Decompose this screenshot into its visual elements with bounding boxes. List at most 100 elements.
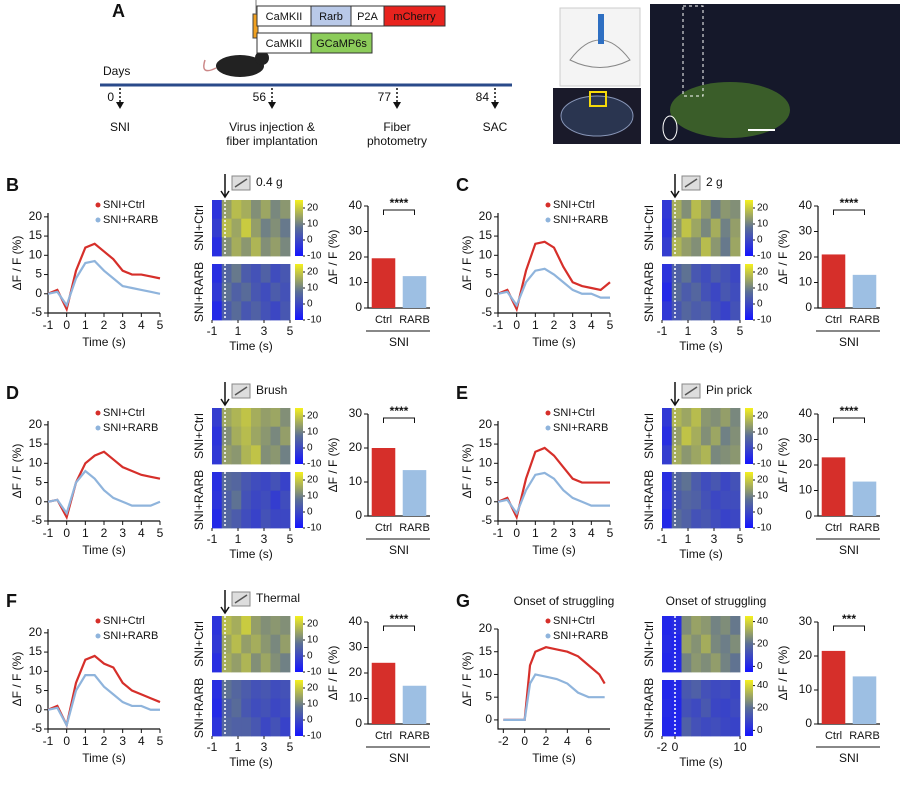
heatmap-cell <box>730 616 741 636</box>
heatmap-cell <box>730 282 741 302</box>
legend-label: SNI+Ctrl <box>103 199 145 211</box>
x-tick-label: 0 <box>63 526 70 540</box>
heatmap-cell <box>662 282 673 302</box>
row-group-label: SNI+Ctrl <box>642 205 656 251</box>
x-tick-label: Ctrl <box>375 314 392 326</box>
y-axis-label: ΔF / F (%) <box>460 652 474 707</box>
y-tick-label: 30 <box>799 614 813 628</box>
y-tick-label: 30 <box>349 406 363 420</box>
row-group-label: SNI+RARB <box>192 470 206 530</box>
heatmap-cell <box>662 408 673 428</box>
heatmap-cell <box>231 509 242 529</box>
heatmap-cell <box>231 218 242 238</box>
y-tick-label: 20 <box>479 209 493 223</box>
heatmap-cell <box>212 680 223 700</box>
heatmap-cell <box>241 680 252 700</box>
heatmap-cell <box>691 264 702 284</box>
heatmap-cell <box>241 282 252 302</box>
heatmap-cell <box>241 634 252 654</box>
significance: **** <box>390 404 409 418</box>
heatmap-cell <box>662 426 673 446</box>
heatmap-cell <box>681 264 692 284</box>
heatmap-cell <box>720 616 731 636</box>
heatmap-cell <box>212 717 223 737</box>
heatmap-cell <box>671 653 682 673</box>
heatmap-cell <box>681 490 692 510</box>
y-tick-label: 40 <box>799 406 813 420</box>
x-tick-label: 3 <box>261 532 268 546</box>
y-tick-label: 15 <box>29 228 43 242</box>
colorbar-tick-label: 0 <box>307 651 313 662</box>
heatmap-cell <box>241 218 252 238</box>
x-tick-label: 5 <box>157 526 164 540</box>
heatmap-cell <box>681 426 692 446</box>
x-tick-label: 5 <box>607 526 614 540</box>
heatmap-cell <box>280 634 291 654</box>
x-tick-label: Ctrl <box>375 730 392 742</box>
heatmap-cell <box>221 264 232 284</box>
y-tick-label: 10 <box>29 455 43 469</box>
y-tick-label: 30 <box>799 224 813 238</box>
panel-label: B <box>6 175 19 195</box>
group-label: SNI <box>389 751 409 765</box>
heatmap-cell <box>671 408 682 428</box>
heatmap-cell <box>681 445 692 465</box>
series-line <box>47 242 161 313</box>
heatmap-cell <box>270 426 281 446</box>
heatmap-cell <box>662 653 673 673</box>
heatmap-cell <box>671 218 682 238</box>
y-tick-label: 15 <box>29 644 43 658</box>
heatmap-cell <box>260 509 271 529</box>
x-tick-label: -1 <box>43 318 54 332</box>
heatmap-cell <box>241 200 252 220</box>
heatmap-cell <box>681 218 692 238</box>
day-label: 56 <box>253 90 267 104</box>
colorbar-tick-label: 20 <box>757 267 769 278</box>
heatmap-cell <box>710 301 721 321</box>
heatmap-cell <box>221 408 232 428</box>
heatmap-cell <box>701 426 712 446</box>
heatmap-cell <box>681 698 692 718</box>
heatmap-cell <box>280 408 291 428</box>
heatmap-cell <box>681 680 692 700</box>
row-group-label: SNI+Ctrl <box>642 413 656 459</box>
colorbar-tick-label: -10 <box>307 251 322 262</box>
heatmap-cell <box>691 200 702 220</box>
y-tick-label: 20 <box>799 648 813 662</box>
x-tick-label: -1 <box>493 318 504 332</box>
colorbar <box>745 200 753 256</box>
heatmap-cell <box>710 698 721 718</box>
heatmap-cell <box>231 472 242 492</box>
legend-label: SNI+Ctrl <box>553 615 595 627</box>
legend-marker <box>545 618 551 624</box>
heatmap-cell <box>720 200 731 220</box>
heatmap-cell <box>270 445 281 465</box>
heatmap-cell <box>221 218 232 238</box>
y-tick-label: 15 <box>479 644 493 658</box>
heatmap-cell <box>241 717 252 737</box>
heatmap-cell <box>681 408 692 428</box>
y-tick-label: 5 <box>35 267 42 281</box>
heatmap-cell <box>710 717 721 737</box>
heatmap-cell <box>212 698 223 718</box>
heatmap-cell <box>270 282 281 302</box>
x-tick-label: 3 <box>119 318 126 332</box>
y-tick-label: 20 <box>29 417 43 431</box>
row-group-label: SNI+RARB <box>192 262 206 322</box>
legend-marker <box>95 425 101 431</box>
y-tick-label: 10 <box>799 275 813 289</box>
heatmap-cell <box>671 634 682 654</box>
heatmap-cell <box>280 264 291 284</box>
heatmap-cell <box>720 408 731 428</box>
x-tick-label: 5 <box>287 324 294 338</box>
heatmap-cell <box>691 634 702 654</box>
y-tick-label: 5 <box>35 683 42 697</box>
event-label: SAC <box>483 120 508 134</box>
colorbar-tick-label: 0 <box>307 507 313 518</box>
heatmap-cell <box>662 680 673 700</box>
legend-label: SNI+RARB <box>103 422 158 434</box>
colorbar-tick-label: 20 <box>307 683 319 694</box>
heatmap-cell <box>221 509 232 529</box>
heatmap-cell <box>212 653 223 673</box>
bar <box>821 650 846 724</box>
